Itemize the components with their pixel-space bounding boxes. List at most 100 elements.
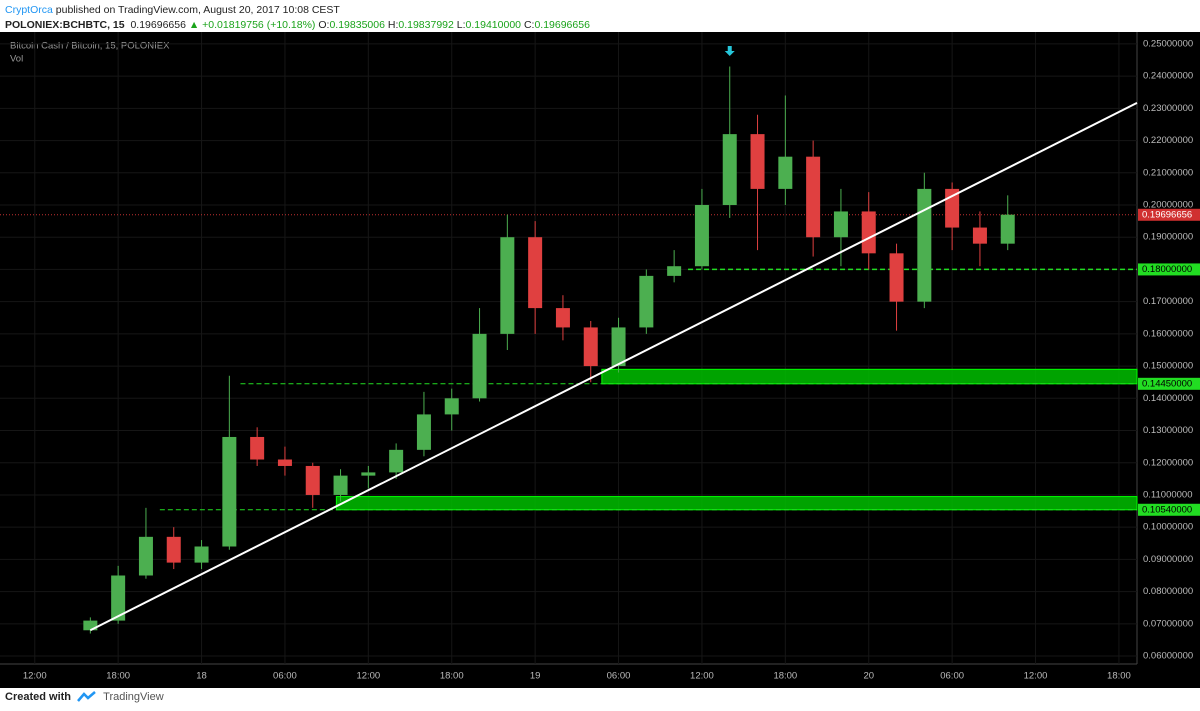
zone	[601, 368, 1138, 385]
candle-body	[833, 211, 848, 238]
candle-body	[444, 398, 459, 415]
candle-body	[806, 156, 821, 238]
y-tick-label: 0.09000000	[1143, 554, 1193, 565]
brand[interactable]: TradingView	[103, 691, 164, 703]
ohlc-value: 0.19696656	[534, 19, 590, 31]
price-label-box	[1138, 263, 1200, 276]
candle-body	[945, 188, 960, 228]
y-tick-label: 0.17000000	[1143, 296, 1193, 307]
candle-body	[194, 546, 209, 563]
footer: Created with TradingView	[5, 691, 164, 703]
candle-body	[111, 575, 126, 621]
marker-arrow	[724, 45, 735, 56]
price-label-box	[1138, 377, 1200, 390]
symbol: POLONIEX:BCHBTC, 15	[5, 19, 125, 31]
y-tick-label: 0.13000000	[1143, 425, 1193, 436]
y-tick-label: 0.15000000	[1143, 361, 1193, 372]
candle-body	[778, 156, 793, 189]
ohlc-label: C:	[523, 19, 535, 31]
candle-body	[250, 436, 265, 460]
y-tick-label: 0.25000000	[1143, 38, 1193, 49]
header: CryptOrca published on TradingView.com, …	[5, 3, 590, 33]
candle-body	[694, 205, 709, 267]
candle-body	[500, 237, 515, 334]
ohlc-label: L:	[456, 19, 466, 31]
candle-body	[83, 620, 98, 631]
created: Created with	[5, 691, 72, 703]
candle-body	[138, 536, 153, 576]
candle-body	[277, 459, 292, 466]
x-tick-label: 18	[196, 671, 207, 682]
ohlc-label: O:	[318, 19, 330, 31]
candle-body	[389, 449, 404, 473]
candle-body	[305, 465, 320, 495]
x-tick-label: 12:00	[1024, 671, 1048, 682]
y-tick-label: 0.24000000	[1143, 71, 1193, 82]
y-tick-label: 0.21000000	[1143, 167, 1193, 178]
ohlc-label: H:	[387, 19, 399, 31]
chart-title: Bitcoin Cash / Bitcoin, 15, POLONIEX	[10, 41, 170, 52]
y-tick-label: 0.14000000	[1143, 393, 1193, 404]
candle-body	[416, 414, 431, 450]
price-label: 0.19696656	[1142, 209, 1192, 220]
x-tick-label: 06:00	[940, 671, 964, 682]
chart: Bitcoin Cash / Bitcoin, 15, POLONIEX Vol…	[0, 32, 1200, 688]
candle-body	[583, 327, 598, 367]
y-tick-label: 0.06000000	[1143, 651, 1193, 662]
x-tick-label: 18:00	[106, 671, 130, 682]
x-tick-label: 19	[530, 671, 541, 682]
price-label: 0.10540000	[1142, 504, 1192, 515]
candle-body	[333, 475, 348, 495]
y-tick-label: 0.08000000	[1143, 586, 1193, 597]
x-tick-label: 12:00	[356, 671, 380, 682]
ohlc-value: 0.19835006	[329, 19, 385, 31]
y-tick-label: 0.16000000	[1143, 328, 1193, 339]
price-label-box	[1138, 208, 1200, 221]
trend-line	[89, 101, 1138, 632]
candle-body	[722, 134, 737, 206]
candle-body	[889, 253, 904, 302]
price-label-box	[1138, 503, 1200, 516]
change: ▲ +0.01819756 (+10.18%)	[188, 19, 316, 31]
x-tick-label: 18:00	[773, 671, 797, 682]
author[interactable]: CryptOrca	[5, 4, 53, 16]
zone	[335, 496, 1138, 511]
x-tick-label: 18:00	[440, 671, 464, 682]
candle-body	[917, 188, 932, 302]
price-label: 0.18000000	[1142, 264, 1192, 275]
candle-body	[361, 472, 376, 476]
y-tick-label: 0.20000000	[1143, 200, 1193, 211]
candle-body	[555, 308, 570, 328]
candle-body	[667, 266, 682, 276]
candle-body	[222, 436, 237, 547]
candle-body	[1000, 214, 1015, 244]
x-tick-label: 20	[863, 671, 874, 682]
ohlc-value: 0.19837992	[398, 19, 454, 31]
ohlc-value: 0.19410000	[465, 19, 522, 31]
price-label: 0.14450000	[1142, 378, 1192, 389]
candle-body	[861, 211, 876, 254]
x-tick-label: 12:00	[23, 671, 47, 682]
y-tick-label: 0.12000000	[1143, 457, 1193, 468]
candle-body	[972, 227, 987, 244]
chart-subtitle: Vol	[10, 54, 23, 65]
candle-body	[611, 327, 626, 367]
published: published on TradingView.com, August 20,…	[55, 4, 340, 16]
candle-body	[528, 237, 543, 309]
x-tick-label: 06:00	[607, 671, 631, 682]
y-tick-label: 0.23000000	[1143, 103, 1193, 114]
candle-body	[472, 333, 487, 399]
y-tick-label: 0.11000000	[1143, 489, 1193, 500]
y-tick-label: 0.22000000	[1143, 135, 1193, 146]
y-tick-label: 0.07000000	[1143, 618, 1193, 629]
logo	[77, 691, 96, 702]
candle-body	[166, 536, 181, 563]
x-tick-label: 06:00	[273, 671, 297, 682]
candle-body	[639, 275, 654, 328]
x-tick-label: 18:00	[1107, 671, 1131, 682]
y-tick-label: 0.10000000	[1143, 522, 1193, 533]
candle-body	[750, 134, 765, 189]
y-tick-label: 0.19000000	[1143, 232, 1193, 243]
x-tick-label: 12:00	[690, 671, 714, 682]
